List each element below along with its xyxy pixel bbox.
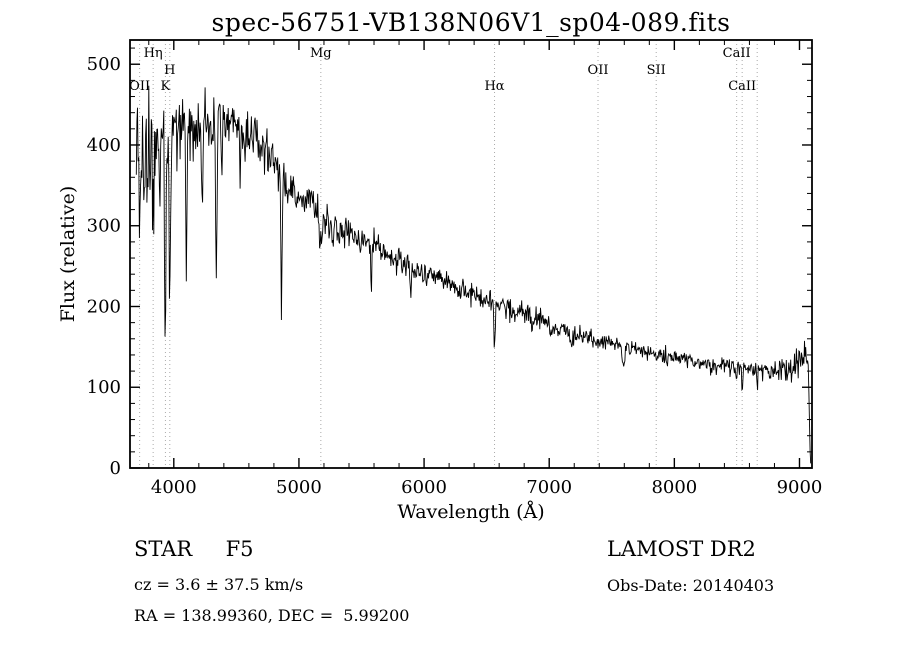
svg-text:OII: OII — [588, 63, 609, 78]
svg-text:Hη: Hη — [144, 46, 163, 61]
survey-text: LAMOST DR2 — [607, 537, 756, 561]
cz-velocity-text: cz = 3.6 ± 37.5 km/s — [134, 575, 304, 594]
obs-date-text: Obs-Date: 20140403 — [607, 576, 775, 595]
svg-text:6000: 6000 — [401, 477, 447, 498]
svg-text:K: K — [161, 79, 171, 94]
svg-text:0: 0 — [110, 458, 121, 479]
svg-text:H: H — [164, 63, 175, 78]
svg-text:Hα: Hα — [484, 79, 504, 94]
svg-text:200: 200 — [87, 296, 121, 317]
svg-text:400: 400 — [87, 135, 121, 156]
svg-text:500: 500 — [87, 54, 121, 75]
y-axis-label: Flux (relative) — [57, 185, 79, 323]
svg-text:CaII: CaII — [728, 79, 756, 94]
star-class-text: STAR F5 — [134, 537, 254, 561]
ra-dec-text: RA = 138.99360, DEC = 5.99200 — [134, 606, 410, 625]
svg-text:OII: OII — [129, 79, 150, 94]
svg-text:300: 300 — [87, 216, 121, 237]
svg-text:5000: 5000 — [276, 477, 322, 498]
svg-text:9000: 9000 — [777, 477, 823, 498]
svg-text:7000: 7000 — [526, 477, 572, 498]
svg-text:8000: 8000 — [651, 477, 697, 498]
svg-text:100: 100 — [87, 377, 121, 398]
svg-text:4000: 4000 — [151, 477, 197, 498]
chart-title: spec-56751-VB138N06V1_sp04-089.fits — [211, 8, 731, 37]
x-axis-label: Wavelength (Å) — [397, 501, 545, 523]
svg-text:Mg: Mg — [310, 46, 332, 61]
svg-text:CaII: CaII — [723, 46, 751, 61]
svg-text:SII: SII — [647, 63, 666, 78]
